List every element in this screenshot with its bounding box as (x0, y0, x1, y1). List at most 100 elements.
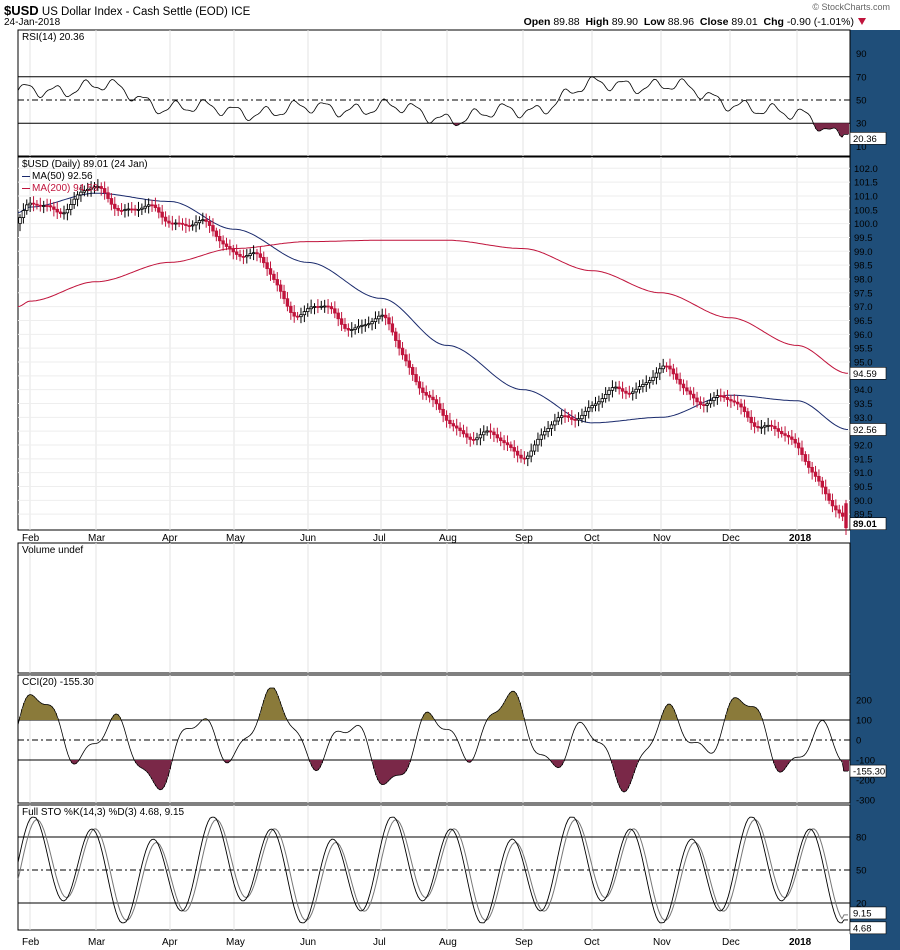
price-candle-body (559, 415, 564, 419)
price-candle-body (783, 433, 787, 436)
price-candle-body (712, 397, 716, 401)
price-candle-body (366, 323, 371, 326)
cci-tick-label: -300 (856, 796, 875, 807)
price-candle-body (434, 399, 439, 405)
stoch-k-value-tag-text: 4.68 (853, 923, 872, 934)
month-tick-label: Feb (22, 533, 40, 544)
month-tick-label: 2018 (789, 533, 812, 544)
ma50-value-tag-box (849, 423, 887, 436)
stoch-tick-label: 20 (856, 899, 867, 910)
price-panel-frame (17, 156, 851, 531)
price-candle-body (228, 246, 232, 250)
price-candle-body (282, 290, 286, 300)
price-candle-body (427, 394, 432, 398)
price-tick-label: 91.0 (854, 468, 873, 479)
price-candle-body (488, 430, 493, 433)
price-candle-body (163, 216, 168, 222)
price-candle-body (58, 211, 63, 214)
price-candle-body (705, 403, 709, 406)
price-candle-body (708, 400, 713, 405)
price-candle-body (769, 424, 774, 427)
price-candle-body (739, 403, 743, 408)
open-label: Open (523, 16, 551, 28)
price-candle-body (776, 428, 780, 432)
price-candle-body (102, 188, 107, 194)
price-candle-body (532, 444, 537, 452)
price-candle-body (140, 207, 144, 210)
price-candle-body (65, 209, 70, 214)
open-value: 89.88 (553, 16, 580, 28)
month-tick-label: Jun (300, 533, 316, 544)
price-tick-label: 96.0 (854, 330, 873, 341)
price-candle-body (766, 424, 770, 427)
volume-label: Volume undef (22, 545, 84, 556)
price-candle-body (136, 208, 141, 211)
price-candle-body (492, 431, 496, 436)
price-tick-label: 94.0 (854, 385, 873, 396)
price-candle-body (241, 255, 246, 258)
price-candle-body (603, 394, 608, 399)
price-candle-body (410, 366, 415, 375)
price-tick-label: 90.0 (854, 496, 873, 507)
price-candle-body (658, 368, 662, 374)
cci-tick-label: -200 (856, 776, 875, 787)
price-candle-body (451, 423, 456, 427)
description: US Dollar Index - Cash Settle (EOD) (41, 6, 228, 18)
price-candle-body (350, 329, 354, 331)
price-candle-body (201, 219, 205, 222)
price-candle-body (580, 414, 584, 420)
price-tick-label: 101.5 (854, 178, 878, 189)
price-candle-body (458, 427, 462, 431)
stoch-label: Full STO %K(14,3) %D(3) 4.68, 9.15 (22, 807, 185, 818)
cci-value-tag-box (849, 764, 887, 778)
price-candle-body (390, 323, 395, 333)
price-candle-body (641, 384, 645, 388)
price-candle-body (424, 392, 428, 396)
symbol: $USD (4, 3, 39, 18)
price-candle-body (438, 403, 442, 410)
price-candle-body (421, 387, 425, 393)
price-candle-body (502, 440, 506, 444)
price-candle-body (536, 438, 540, 446)
price-candle-body (268, 268, 273, 275)
chg-label: Chg (763, 16, 784, 28)
price-candle-body (302, 311, 307, 316)
price-candle-body (539, 434, 544, 440)
price-candle-body (211, 225, 215, 232)
price-candle-body (52, 206, 56, 210)
price-candle-body (133, 208, 137, 211)
price-candle-body (309, 306, 313, 310)
high-label: High (585, 16, 609, 28)
ma50-legend-label: MA(50) 92.56 (32, 171, 93, 182)
price-candle-body (62, 212, 66, 215)
price-candle-body (48, 205, 53, 208)
price-candle-body (174, 222, 178, 225)
rsi-value-tag-text: 20.36 (853, 134, 877, 145)
price-candle-body (830, 499, 835, 507)
stoch-k-line (17, 816, 848, 924)
last-price-tag-text: 89.01 (853, 519, 877, 530)
price-candle-body (512, 447, 516, 452)
stoch-k-value-tag: 4.68 (849, 921, 887, 934)
price-candle-body (35, 203, 39, 206)
price-candle-body (238, 254, 242, 257)
price-candle-body (549, 424, 554, 429)
price-tick-label: 100.0 (854, 219, 878, 230)
price-tick-label: 100.5 (854, 205, 878, 216)
price-tick-label: 97.5 (854, 288, 873, 299)
last-price-tag: 89.01 (849, 517, 887, 530)
price-candle-body (55, 208, 59, 213)
stoch-panel-frame (17, 804, 851, 931)
rsi-value-tag: 20.36 (849, 132, 887, 145)
price-tick-label: 93.5 (854, 399, 873, 410)
price-candle-body (620, 388, 625, 392)
price-candle-body (255, 252, 259, 255)
price-candle-body (262, 256, 266, 264)
rsi-tick-label: 90 (856, 49, 867, 60)
price-candle-body (566, 415, 571, 418)
price-candle-body (729, 399, 733, 402)
price-candle-body (72, 198, 76, 205)
price-candle-body (116, 208, 120, 211)
price-candle-body (295, 315, 300, 318)
price-candle-body (234, 251, 239, 255)
